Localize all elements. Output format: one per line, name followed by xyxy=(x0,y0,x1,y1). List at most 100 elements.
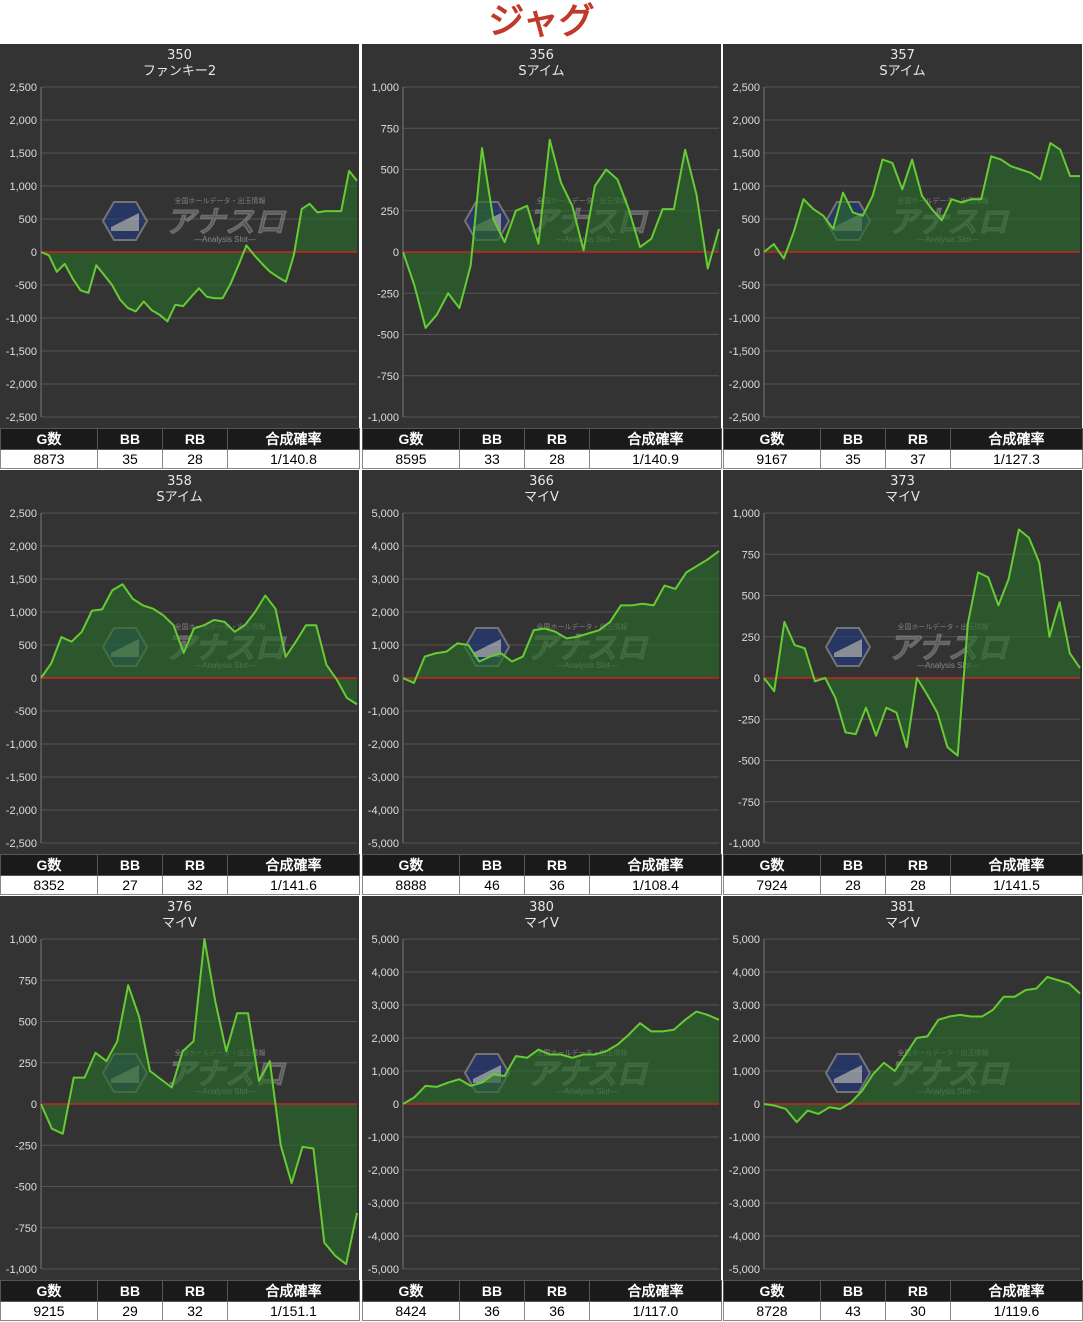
y-tick-label: -2,000 xyxy=(368,1165,399,1177)
series-line xyxy=(763,975,1081,1124)
machine-panel-358: 358 Sアイム 2,500 2,000 1,500 1,000 500 0 -500 -1,00… xyxy=(0,470,360,895)
games-header: G数 xyxy=(0,854,98,876)
series-line xyxy=(763,528,1081,757)
rb-value: 36 xyxy=(524,1301,590,1321)
bb-value: 35 xyxy=(97,449,163,469)
panel-header: 376 マイV xyxy=(0,896,359,932)
y-tick-label: 1,000 xyxy=(732,181,760,193)
bb-value: 28 xyxy=(820,875,886,895)
machine-number: 380 xyxy=(529,900,554,915)
y-tick-label: 1,500 xyxy=(732,148,760,160)
machine-name: Sアイム xyxy=(879,64,926,79)
y-tick-label: 500 xyxy=(19,1017,37,1029)
series-line xyxy=(40,583,358,706)
combined-rate-value: 1/117.0 xyxy=(589,1301,722,1321)
panel-header: 373 マイV xyxy=(723,470,1082,506)
rb-header: RB xyxy=(162,854,228,876)
y-tick-label: 750 xyxy=(381,123,399,135)
bb-value: 33 xyxy=(459,449,525,469)
svg-text:全国ホールデータ・出玉情報: 全国ホールデータ・出玉情報 xyxy=(898,622,989,631)
y-tick-label: -2,500 xyxy=(6,412,37,424)
y-tick-label: 250 xyxy=(381,206,399,218)
y-tick-label: 1,500 xyxy=(9,148,37,160)
y-tick-label: 2,000 xyxy=(732,115,760,127)
machine-panel-357: 357 Sアイム 2,500 2,000 1,500 1,000 500 0 -500 -1,00… xyxy=(723,44,1083,469)
y-tick-label: 1,000 xyxy=(9,934,37,946)
machine-name: マイV xyxy=(524,916,559,931)
y-tick-label: 2,500 xyxy=(9,508,37,520)
y-tick-label: -2,500 xyxy=(6,838,37,850)
y-tick-label: 3,000 xyxy=(371,574,399,586)
y-tick-label: 4,000 xyxy=(371,541,399,553)
machine-name: マイV xyxy=(524,490,559,505)
combined-rate-header: 合成確率 xyxy=(589,854,722,876)
watermark-logo: アナスロ―Analysis Slot― 全国ホールデータ・出玉情報 xyxy=(101,196,287,244)
y-tick-label: 0 xyxy=(31,673,37,685)
bb-value: 35 xyxy=(820,449,886,469)
y-tick-label: -750 xyxy=(738,797,760,809)
y-tick-label: -750 xyxy=(377,371,399,383)
y-tick-label: 4,000 xyxy=(732,967,760,979)
svg-text:―Analysis Slot―: ―Analysis Slot― xyxy=(917,661,979,670)
y-tick-label: 5,000 xyxy=(371,934,399,946)
y-tick-label: -1,000 xyxy=(368,412,399,424)
games-value: 8888 xyxy=(362,875,460,895)
y-tick-label: 0 xyxy=(393,673,399,685)
y-tick-label: -3,000 xyxy=(368,772,399,784)
y-tick-label: 2,000 xyxy=(732,1033,760,1045)
y-tick-label: 250 xyxy=(742,632,760,644)
y-tick-label: -2,000 xyxy=(6,379,37,391)
rb-header: RB xyxy=(885,1280,951,1302)
bb-header: BB xyxy=(459,1280,525,1302)
machine-number: 356 xyxy=(529,48,554,63)
bb-value: 36 xyxy=(459,1301,525,1321)
machine-panel-381: 381 マイV 5,000 4,000 3,000 2,000 1,000 0 -1,000 -2… xyxy=(723,896,1083,1321)
y-tick-label: 2,000 xyxy=(9,115,37,127)
y-tick-label: -500 xyxy=(15,1182,37,1194)
stats-table: G数 BB RB 合成確率 7924 28 28 1/141.5 xyxy=(723,854,1083,895)
stats-table: G数 BB RB 合成確率 8352 27 32 1/141.6 xyxy=(0,854,360,895)
stats-table: G数 BB RB 合成確率 9167 35 37 1/127.3 xyxy=(723,428,1083,469)
stats-table: G数 BB RB 合成確率 8728 43 30 1/119.6 xyxy=(723,1280,1083,1321)
machine-number: 358 xyxy=(167,474,192,489)
rb-value: 28 xyxy=(162,449,228,469)
series-area xyxy=(764,143,1080,259)
series-line xyxy=(40,169,358,323)
bb-value: 27 xyxy=(97,875,163,895)
series-line xyxy=(402,138,720,329)
y-tick-label: -250 xyxy=(738,714,760,726)
bb-header: BB xyxy=(97,854,163,876)
games-header: G数 xyxy=(362,854,460,876)
y-tick-label: 1,000 xyxy=(371,640,399,652)
y-tick-label: -250 xyxy=(377,288,399,300)
games-value: 8424 xyxy=(362,1301,460,1321)
y-tick-label: 500 xyxy=(19,640,37,652)
line-chart: 5,000 4,000 3,000 2,000 1,000 0 -1,000 -2,000 -3… xyxy=(729,934,1081,1276)
combined-rate-header: 合成確率 xyxy=(227,854,360,876)
rb-header: RB xyxy=(162,1280,228,1302)
series-area xyxy=(41,170,357,322)
series-area xyxy=(41,584,357,705)
y-tick-label: 500 xyxy=(19,214,37,226)
combined-rate-value: 1/119.6 xyxy=(950,1301,1083,1321)
y-tick-label: 500 xyxy=(742,591,760,603)
y-tick-label: -4,000 xyxy=(729,1231,760,1243)
panel-header: 380 マイV xyxy=(362,896,721,932)
combined-rate-header: 合成確率 xyxy=(589,428,722,450)
y-tick-label: -2,500 xyxy=(729,412,760,424)
combined-rate-value: 1/140.8 xyxy=(227,449,360,469)
series-area xyxy=(764,529,1080,756)
y-tick-label: 500 xyxy=(381,165,399,177)
bb-value: 46 xyxy=(459,875,525,895)
rb-header: RB xyxy=(524,1280,590,1302)
y-tick-label: 0 xyxy=(31,247,37,259)
y-tick-label: 0 xyxy=(31,1099,37,1111)
y-tick-label: 2,000 xyxy=(9,541,37,553)
y-tick-label: 3,000 xyxy=(371,1000,399,1012)
panel-header: 358 Sアイム xyxy=(0,470,359,506)
machine-number: 376 xyxy=(167,900,192,915)
y-tick-label: -1,000 xyxy=(6,1264,37,1276)
y-tick-label: -1,500 xyxy=(6,772,37,784)
y-tick-label: 2,000 xyxy=(371,607,399,619)
combined-rate-header: 合成確率 xyxy=(227,1280,360,1302)
